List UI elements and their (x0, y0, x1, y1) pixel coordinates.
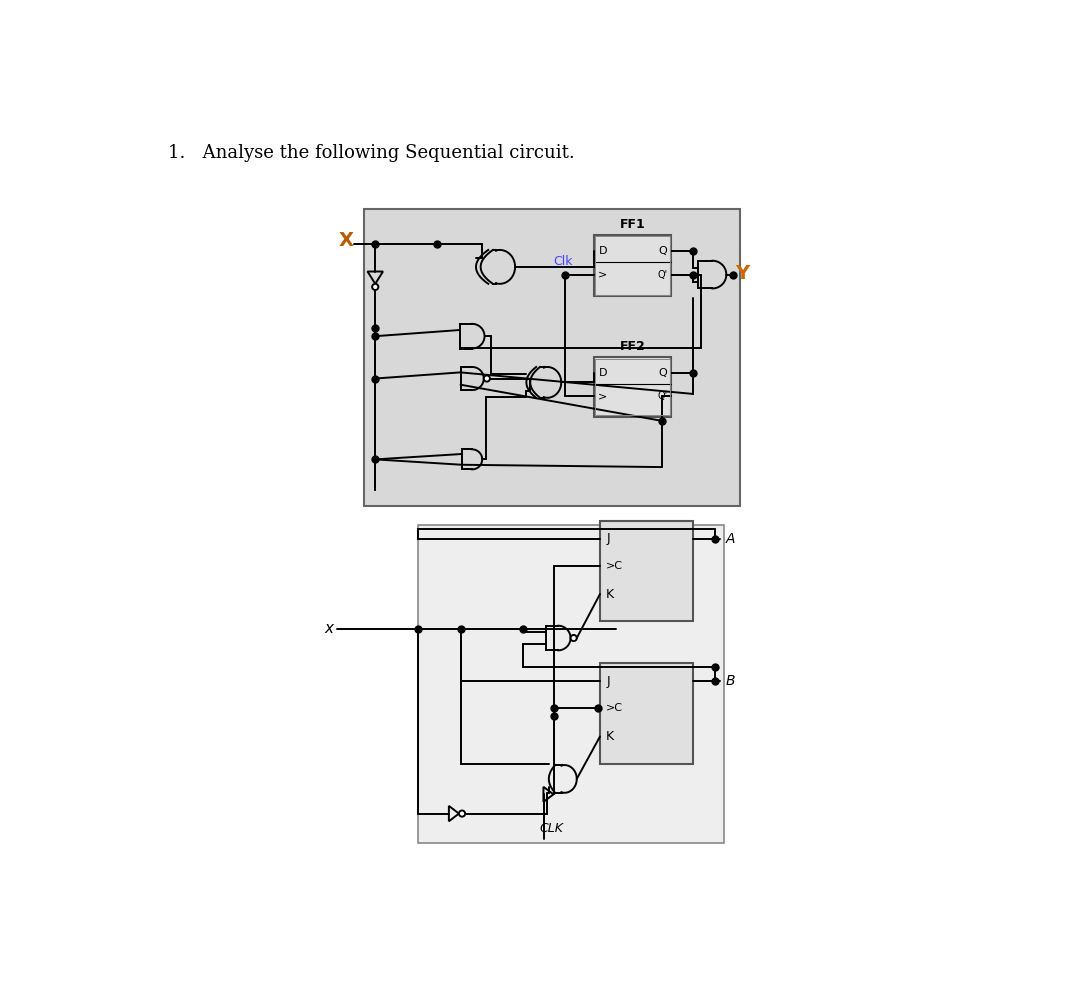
Text: D: D (598, 246, 607, 256)
Circle shape (484, 375, 490, 382)
Text: x: x (324, 621, 334, 636)
Text: X: X (338, 231, 353, 250)
Bar (595, 236, 670, 295)
Text: CLK: CLK (540, 822, 564, 835)
Text: D: D (598, 368, 607, 378)
Text: Y: Y (735, 264, 750, 283)
Text: J: J (606, 675, 610, 687)
Text: >C: >C (606, 703, 623, 713)
Text: >C: >C (606, 561, 623, 571)
Bar (594, 234, 672, 297)
Text: K: K (606, 730, 615, 743)
Text: J: J (606, 533, 610, 546)
Circle shape (570, 635, 577, 641)
Bar (600, 664, 693, 764)
Text: Q': Q' (658, 391, 667, 401)
Text: B: B (726, 675, 735, 688)
Text: >: > (597, 391, 607, 401)
Bar (595, 358, 670, 416)
Circle shape (373, 284, 378, 290)
Bar (364, 209, 740, 506)
Circle shape (459, 810, 465, 816)
Text: >: > (597, 270, 607, 280)
Bar (418, 525, 724, 843)
Text: K: K (606, 587, 615, 600)
Bar (600, 521, 693, 621)
Text: 1.   Analyse the following Sequential circuit.: 1. Analyse the following Sequential circ… (167, 144, 575, 162)
Text: FF2: FF2 (620, 340, 646, 353)
Bar (594, 357, 672, 417)
Text: A: A (726, 532, 735, 546)
Text: Clk: Clk (554, 255, 573, 269)
Text: Q: Q (658, 246, 666, 256)
Text: FF1: FF1 (620, 217, 646, 231)
Text: Q: Q (658, 368, 666, 378)
Text: Q': Q' (658, 270, 667, 280)
